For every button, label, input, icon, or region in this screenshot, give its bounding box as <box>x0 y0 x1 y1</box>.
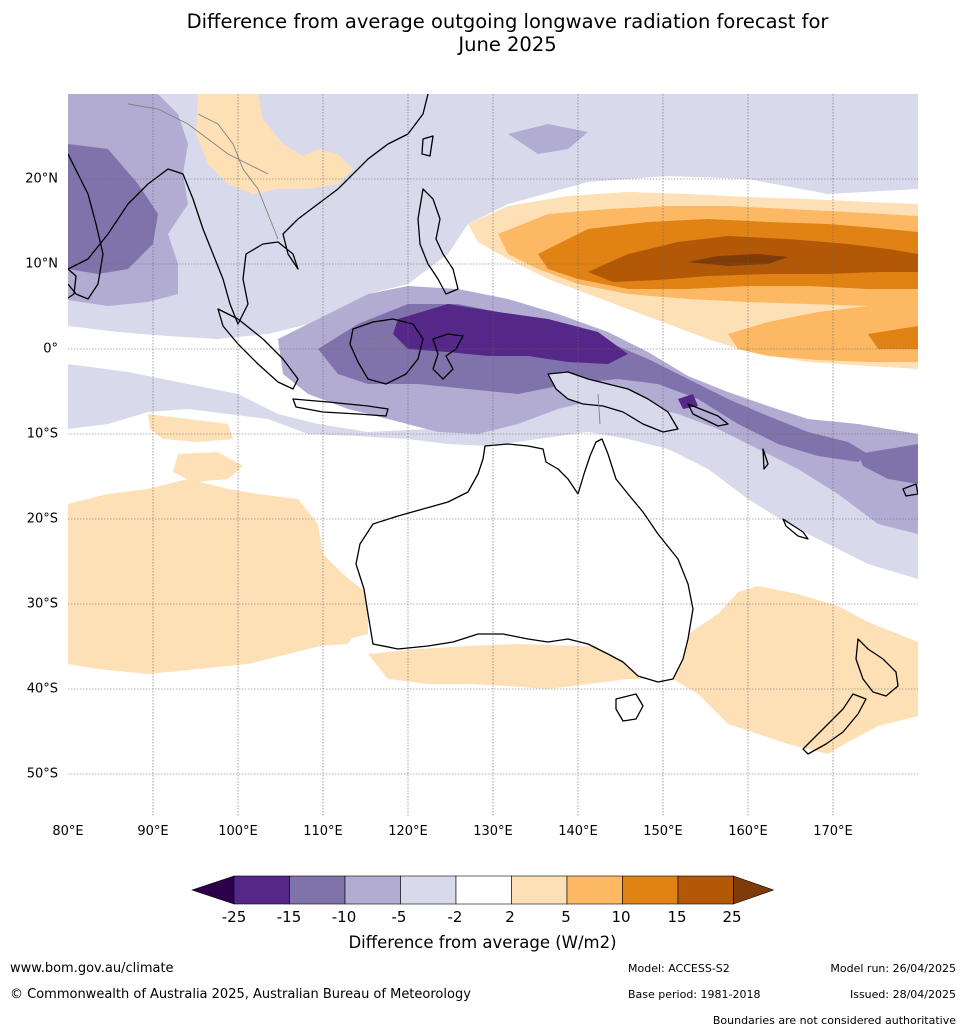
lon-label-110e: 110°E <box>303 824 343 839</box>
colorbar-tick-neg25: -25 <box>221 908 247 926</box>
colorbar-tick-pos15: 15 <box>667 908 687 926</box>
issued-date: Issued: 28/04/2025 <box>849 988 956 1001</box>
copyright-text: © Commonwealth of Australia 2025, Austra… <box>10 987 471 1002</box>
border-png-indonesia <box>597 393 601 425</box>
lat-label-20s: 20°S <box>26 511 58 527</box>
lat-label-10n: 10°N <box>25 256 58 272</box>
colorbar-extend-max <box>733 875 775 905</box>
fiji-coast <box>902 483 918 497</box>
ocean-anomaly-pos2-indian-m <box>173 452 243 482</box>
lat-label-10s: 10°S <box>26 426 58 442</box>
map-svg <box>68 94 918 816</box>
australia-coast <box>355 438 694 683</box>
java-coast <box>292 398 389 417</box>
lon-label-100e: 100°E <box>218 824 258 839</box>
colorbar-swatch-neg10-neg5 <box>344 875 401 905</box>
taiwan-coast <box>421 135 434 157</box>
colorbar-swatch-pos15-pos25 <box>677 875 734 905</box>
chart-title: Difference from average outgoing longwav… <box>0 10 965 56</box>
colorbar-tick-pos2: 2 <box>505 908 515 926</box>
border-china <box>127 103 269 175</box>
colorbar-swatch-neg15-neg10 <box>289 875 346 905</box>
mainland-asia-coast <box>68 94 429 325</box>
colorbar-swatch-neg5-neg2 <box>400 875 457 905</box>
new-caledonia-coast <box>782 518 809 540</box>
lon-label-80e: 80°E <box>52 824 84 839</box>
border-indochina <box>197 113 279 240</box>
ocean-anomaly-pos10-eq <box>868 326 918 349</box>
ocean-anomaly-neg5-pacific-n <box>508 124 588 154</box>
vanuatu-coast <box>762 448 769 470</box>
lon-label-150e: 150°E <box>643 824 683 839</box>
colorbar-tick-pos10: 10 <box>611 908 631 926</box>
sumatra-coast <box>217 308 299 390</box>
model-run-date: Model run: 26/04/2025 <box>830 962 956 975</box>
country-borders <box>127 103 601 425</box>
ocean-anomaly-pos2-indian-s <box>68 479 368 674</box>
colorbar-swatch-neg25-neg15 <box>233 875 290 905</box>
land-anomaly-pos2-china <box>196 94 353 194</box>
coastlines <box>68 94 918 755</box>
colorbar <box>191 875 775 905</box>
lon-label-170e: 170°E <box>813 824 853 839</box>
lat-label-40s: 40°S <box>26 681 58 697</box>
lon-label-160e: 160°E <box>728 824 768 839</box>
ocean-anomaly-neg15-png <box>678 394 698 409</box>
colorbar-tick-neg10: -10 <box>331 908 357 926</box>
title-line-2: June 2025 <box>458 33 557 56</box>
colorbar-extend-min <box>191 875 235 905</box>
colorbar-swatch-pos5-pos10 <box>566 875 623 905</box>
lon-label-90e: 90°E <box>137 824 169 839</box>
boundaries-disclaimer: Boundaries are not considered authoritat… <box>712 1014 956 1027</box>
lat-label-20n: 20°N <box>25 171 58 187</box>
colorbar-tick-neg15: -15 <box>276 908 302 926</box>
india-coast <box>68 153 104 300</box>
lat-label-equator: 0° <box>43 341 58 357</box>
colorbar-swatch-neg2-pos2 <box>455 875 512 905</box>
colorbar-swatch-pos10-pos15 <box>622 875 679 905</box>
lat-label-30s: 30°S <box>26 596 58 612</box>
colorbar-tick-pos5: 5 <box>561 908 571 926</box>
borneo-coast <box>349 318 424 385</box>
ocean-anomaly-neg10-coral <box>858 444 918 484</box>
colorbar-tick-neg2: -2 <box>447 908 463 926</box>
colorbar-title: Difference from average (W/m2) <box>348 933 617 952</box>
colorbar-tick-pos25: 25 <box>722 908 742 926</box>
graticule <box>68 94 918 816</box>
sri-lanka-coast <box>68 268 77 299</box>
ocean-anomaly-pos25-spot <box>688 254 788 266</box>
philippines-coast <box>417 188 459 295</box>
lon-label-140e: 140°E <box>558 824 598 839</box>
lon-label-120e: 120°E <box>388 824 428 839</box>
border-borneo <box>367 338 404 347</box>
tasmania-coast <box>615 693 644 722</box>
ocean-anomaly-pos5-eq <box>728 304 918 362</box>
map-panel <box>68 94 918 816</box>
base-period: Base period: 1981-2018 <box>628 988 761 1001</box>
model-name: Model: ACCESS-S2 <box>628 962 730 975</box>
colorbar-swatch-pos2-pos5 <box>511 875 568 905</box>
website-link[interactable]: www.bom.gov.au/climate <box>10 961 174 976</box>
sulawesi-coast <box>432 333 464 380</box>
ocean-anomaly-neg10-bay <box>68 144 158 274</box>
solomon-islands-coast <box>687 403 729 427</box>
title-line-1: Difference from average outgoing longwav… <box>186 10 829 33</box>
north-island-nz-coast <box>855 638 899 697</box>
lon-label-130e: 130°E <box>473 824 513 839</box>
ocean-anomaly-pos2-w-aus <box>303 604 358 646</box>
lat-label-50s: 50°S <box>26 766 58 782</box>
new-guinea-coast <box>547 371 679 433</box>
ocean-anomaly-pos2-indian-n <box>148 414 233 442</box>
colorbar-tick-neg5: -5 <box>391 908 407 926</box>
